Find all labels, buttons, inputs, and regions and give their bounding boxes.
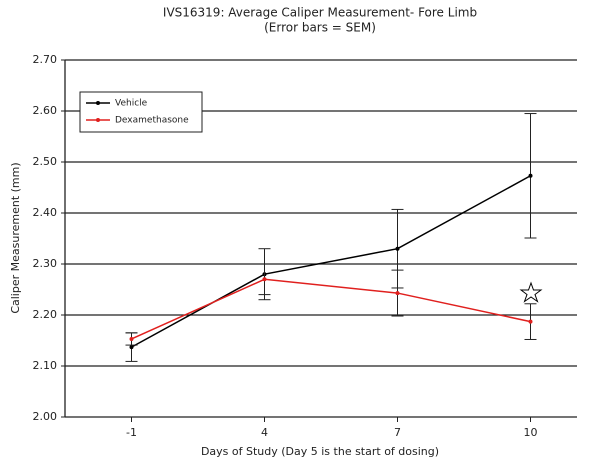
data-point [528, 319, 533, 324]
legend-label: Vehicle [115, 99, 148, 109]
legend-label: Dexamethasone [115, 116, 189, 126]
legend-marker [96, 118, 100, 122]
series-line [131, 278, 531, 340]
y-tick-label: 2.10 [33, 359, 58, 372]
series-line [131, 175, 531, 348]
data-point [395, 291, 400, 296]
legend-marker [96, 101, 100, 105]
y-tick-label: 2.00 [33, 410, 58, 423]
significance-star [519, 281, 543, 303]
data-point [129, 336, 134, 341]
legend-box [79, 91, 203, 133]
data-point [262, 277, 267, 282]
x-tick-label: 4 [261, 426, 268, 439]
data-point [395, 246, 400, 251]
y-tick-label: 2.40 [33, 206, 58, 219]
y-tick-label: 2.50 [33, 155, 58, 168]
y-tick-label: 2.70 [33, 53, 58, 66]
y-axis-label: Caliper Measurement (mm) [9, 162, 22, 313]
x-axis-label: Days of Study (Day 5 is the start of dos… [201, 445, 439, 458]
y-tick-label: 2.30 [33, 257, 58, 270]
y-tick-label: 2.60 [33, 104, 58, 117]
x-tick-label: 7 [394, 426, 401, 439]
chart-title: IVS16319: Average Caliper Measurement- F… [163, 6, 477, 20]
data-point [129, 345, 134, 350]
chart-subtitle: (Error bars = SEM) [264, 21, 376, 35]
y-tick-label: 2.20 [33, 308, 58, 321]
x-tick-label: 10 [524, 426, 538, 439]
x-tick-label: -1 [126, 426, 137, 439]
data-point [528, 173, 533, 178]
